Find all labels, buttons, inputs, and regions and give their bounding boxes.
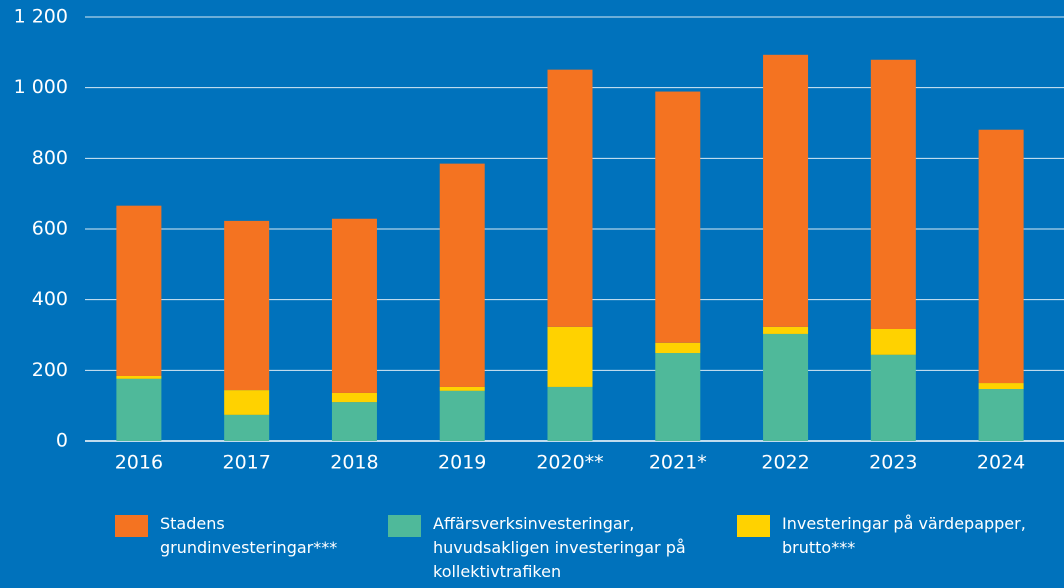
bar-segment [978, 389, 1024, 441]
bar-segment [547, 326, 593, 387]
bar-segment [763, 54, 809, 327]
bar-segment [547, 69, 593, 327]
bar-segment [439, 163, 485, 387]
bar-segment [439, 386, 485, 391]
x-tick-label: 2017 [222, 452, 270, 474]
legend-item: Stadens grundinvesteringar*** [115, 512, 380, 560]
bar-segment [547, 386, 593, 441]
y-tick-label: 0 [56, 430, 68, 452]
legend-label: Affärsverksinvesteringar, huvudsakligen … [433, 514, 686, 581]
bar-segment [655, 342, 701, 354]
bar-segment [224, 414, 270, 441]
bar-segment [331, 392, 377, 403]
bar-segment [331, 218, 377, 393]
bar-segment [116, 378, 162, 441]
x-tick-label: 2018 [330, 452, 378, 474]
x-tick-label: 2020** [536, 452, 603, 474]
bar-segment [978, 383, 1024, 390]
legend-item: Affärsverksinvesteringar, huvudsakligen … [388, 512, 733, 584]
chart: 0 200 400 600 800 1 000 1 200 2016 2017 2018 2019 2… [14, 6, 1064, 474]
bar-segment [224, 220, 270, 391]
bar-segment [763, 326, 809, 334]
bar-segment [763, 333, 809, 441]
legend-item: Investeringar på värdepapper, brutto*** [737, 512, 1064, 560]
legend-swatch [388, 515, 421, 537]
y-tick-label: 1 200 [14, 6, 68, 28]
legend: Stadens grundinvesteringar*** Affärsverks… [0, 512, 1064, 588]
x-tick-label: 2023 [869, 452, 917, 474]
x-tick-label: 2022 [761, 452, 809, 474]
bar-segment [439, 390, 485, 441]
legend-swatch [737, 515, 770, 537]
x-tick-label: 2021* [649, 452, 707, 474]
bar-segment [655, 91, 701, 343]
y-tick-label: 1 000 [14, 76, 68, 98]
bar-segment [870, 59, 916, 329]
bar-segment [116, 375, 162, 379]
legend-label: Stadens grundinvesteringar*** [160, 514, 338, 557]
bar-segment [331, 402, 377, 441]
bar-segment [870, 328, 916, 355]
y-tick-label: 800 [32, 147, 68, 169]
y-tick-label: 200 [32, 359, 68, 381]
legend-swatch [115, 515, 148, 537]
bar-segment [978, 129, 1024, 384]
y-tick-label: 600 [32, 218, 68, 240]
x-tick-label: 2019 [438, 452, 486, 474]
bar-segment [224, 390, 270, 415]
bar-segment [655, 353, 701, 441]
bar-segment [116, 205, 162, 376]
x-tick-label: 2016 [115, 452, 163, 474]
bar-segment [870, 354, 916, 441]
legend-label: Investeringar på värdepapper, brutto*** [782, 514, 1026, 557]
y-tick-label: 400 [32, 288, 68, 310]
x-tick-label: 2024 [977, 452, 1025, 474]
